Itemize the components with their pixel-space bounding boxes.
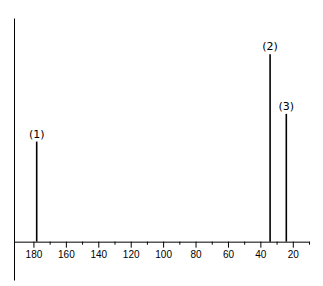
- x-minor-tick-mark: [179, 242, 180, 245]
- x-tick-mark: [131, 242, 132, 248]
- x-minor-tick-mark: [82, 242, 83, 245]
- x-minor-tick-mark: [114, 242, 115, 245]
- x-minor-tick-mark: [277, 242, 278, 245]
- x-minor-tick-mark: [50, 242, 51, 245]
- x-tick-mark: [98, 242, 99, 248]
- x-tick-label: 80: [190, 249, 202, 260]
- peak-label: (2): [262, 40, 278, 53]
- x-tick-label: 140: [90, 249, 107, 260]
- x-minor-tick: [50, 242, 51, 245]
- x-tick-mark: [260, 242, 261, 248]
- x-tick-mark: [66, 242, 67, 248]
- x-axis: 180 160 140 120 100 80 60 40 20: [15, 242, 310, 260]
- x-minor-tick: [277, 242, 278, 245]
- x-tick-mark: [163, 242, 164, 248]
- stem: [269, 54, 271, 241]
- x-tick: 120: [123, 242, 140, 260]
- x-minor-tick: [82, 242, 83, 245]
- x-axis-line: [15, 242, 310, 243]
- annotations: (1) (2) (3): [29, 40, 294, 140]
- x-tick-label: 60: [223, 249, 235, 260]
- x-minor-tick: [114, 242, 115, 245]
- x-minor-tick: [147, 242, 148, 245]
- x-axis-minor: [50, 242, 309, 245]
- x-minor-tick-mark: [244, 242, 245, 245]
- x-tick: 100: [155, 242, 172, 260]
- y-axis: [14, 19, 15, 281]
- chart: 180 160 140 120 100 80 60 40 20 (1) (2) (3): [0, 0, 323, 286]
- x-tick-label: 20: [288, 249, 300, 260]
- peak-label: (3): [279, 100, 295, 113]
- x-tick-label: 180: [26, 249, 43, 260]
- x-minor-tick-mark: [212, 242, 213, 245]
- x-minor-tick: [309, 242, 310, 245]
- x-tick-mark: [293, 242, 294, 248]
- y-axis-line: [14, 19, 15, 281]
- x-tick-mark: [33, 242, 34, 248]
- stem: [286, 114, 288, 242]
- peak-label: (1): [29, 128, 45, 141]
- x-tick-label: 160: [58, 249, 75, 260]
- x-tick: 80: [190, 242, 202, 260]
- x-tick: 60: [223, 242, 235, 260]
- x-minor-tick: [212, 242, 213, 245]
- stem: [36, 142, 38, 242]
- x-minor-tick: [179, 242, 180, 245]
- x-tick: 160: [58, 242, 75, 260]
- x-tick-label: 40: [255, 249, 267, 260]
- x-tick-label: 100: [155, 249, 172, 260]
- x-tick-label: 120: [123, 249, 140, 260]
- x-minor-tick: [244, 242, 245, 245]
- x-minor-tick-mark: [309, 242, 310, 245]
- x-tick-mark: [196, 242, 197, 248]
- x-tick: 20: [288, 242, 300, 260]
- x-tick: 40: [255, 242, 267, 260]
- x-tick-mark: [228, 242, 229, 248]
- plot-area: [37, 54, 287, 241]
- x-tick: 140: [90, 242, 107, 260]
- x-minor-tick-mark: [147, 242, 148, 245]
- x-tick: 180: [26, 242, 43, 260]
